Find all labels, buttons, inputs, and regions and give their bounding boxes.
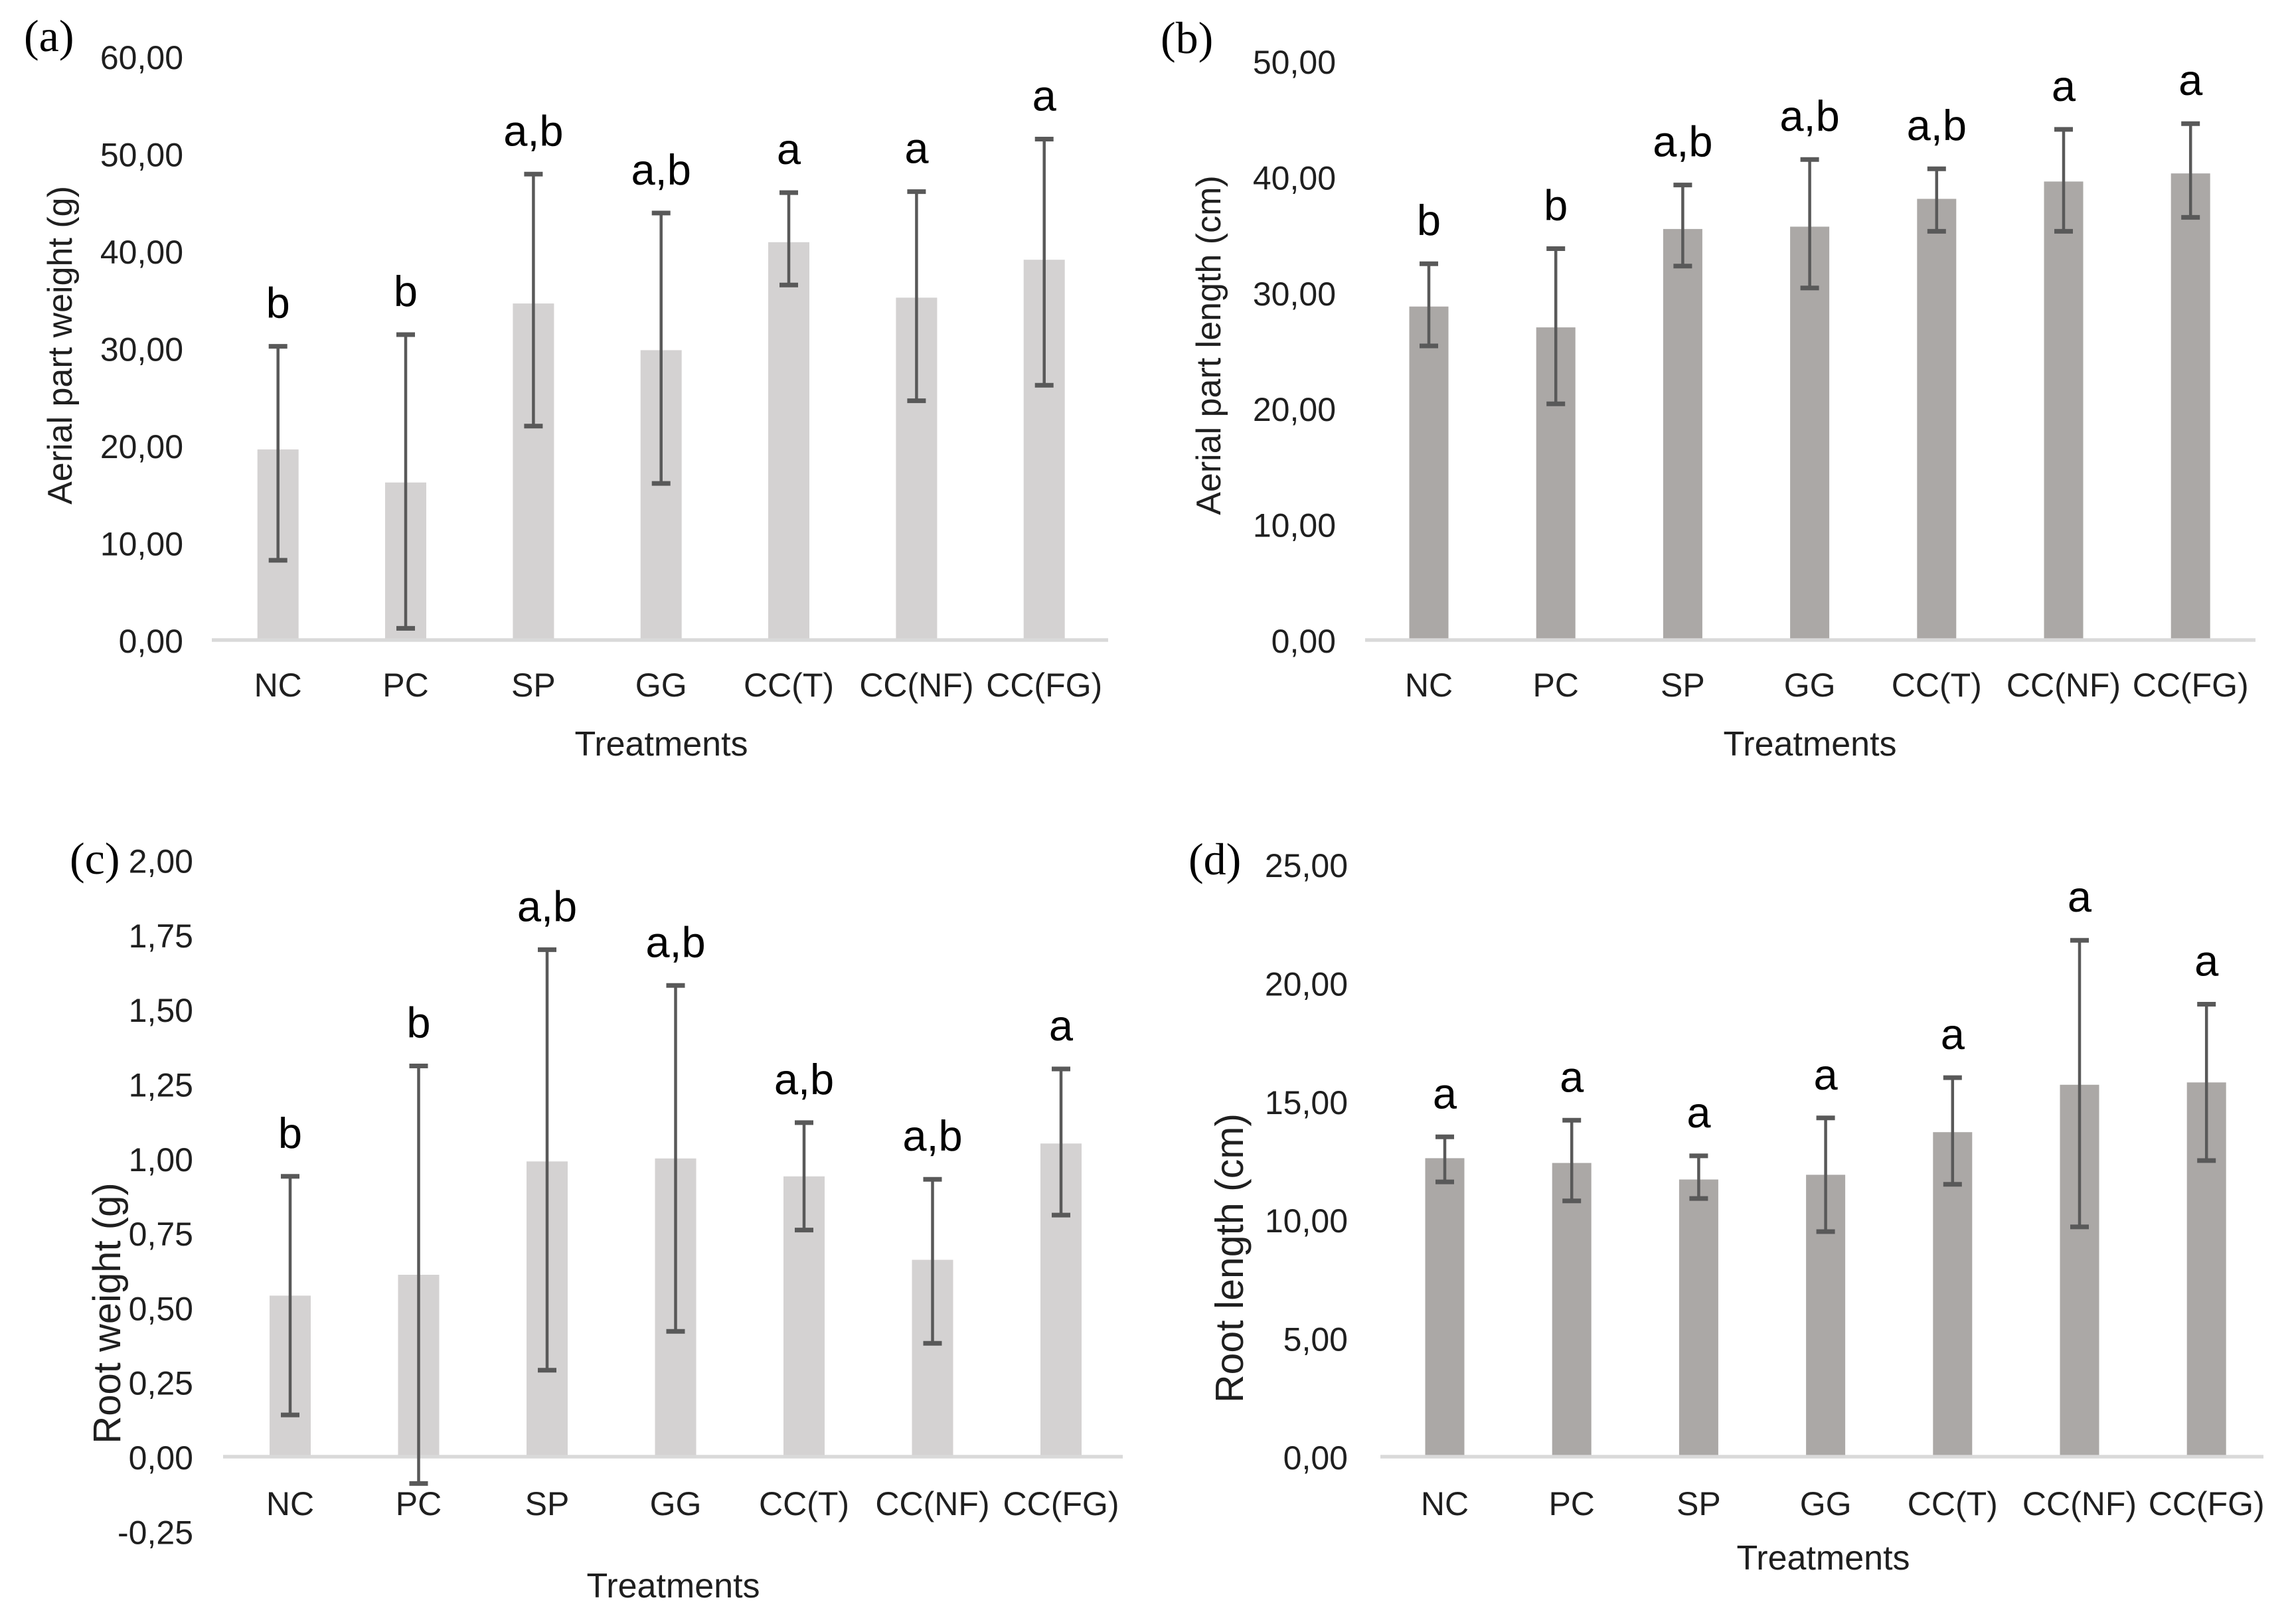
svg-text:CC(NF): CC(NF): [2022, 1485, 2137, 1522]
svg-text:b: b: [266, 279, 290, 327]
svg-text:b: b: [406, 999, 430, 1047]
svg-text:a: a: [2194, 937, 2219, 985]
svg-text:(c): (c): [70, 833, 120, 884]
svg-text:15,00: 15,00: [1265, 1084, 1348, 1121]
svg-text:PC: PC: [396, 1485, 442, 1522]
svg-text:CC(NF): CC(NF): [859, 667, 973, 704]
svg-text:20,00: 20,00: [100, 428, 183, 465]
svg-text:Aerial part weight (g): Aerial part weight (g): [41, 186, 80, 505]
svg-text:60,00: 60,00: [100, 39, 183, 76]
svg-text:a: a: [1814, 1050, 1839, 1099]
svg-text:a,b: a,b: [1779, 92, 1839, 140]
svg-text:a: a: [2052, 62, 2076, 110]
svg-text:a: a: [904, 124, 929, 173]
svg-text:a,b: a,b: [1907, 101, 1967, 149]
svg-text:25,00: 25,00: [1265, 847, 1348, 884]
svg-text:a,b: a,b: [774, 1055, 834, 1103]
svg-text:GG: GG: [635, 667, 687, 704]
svg-text:SP: SP: [1661, 667, 1705, 704]
svg-text:2,00: 2,00: [129, 843, 193, 880]
svg-text:10,00: 10,00: [100, 526, 183, 563]
svg-text:0,25: 0,25: [129, 1365, 193, 1402]
svg-text:Root length (cm): Root length (cm): [1208, 1113, 1252, 1403]
svg-text:CC(NF): CC(NF): [2007, 667, 2121, 704]
svg-text:PC: PC: [1548, 1485, 1594, 1522]
svg-text:0,00: 0,00: [129, 1439, 193, 1477]
svg-text:30,00: 30,00: [100, 331, 183, 368]
svg-text:1,25: 1,25: [129, 1067, 193, 1104]
svg-text:b: b: [1417, 196, 1441, 244]
svg-text:a,b: a,b: [902, 1111, 962, 1160]
svg-text:Treatments: Treatments: [1723, 725, 1896, 764]
svg-text:Treatments: Treatments: [586, 1567, 760, 1605]
svg-text:a: a: [1941, 1010, 1965, 1058]
svg-text:CC(T): CC(T): [1908, 1485, 1998, 1522]
svg-text:Treatments: Treatments: [1736, 1539, 1910, 1578]
svg-text:PC: PC: [382, 667, 428, 704]
svg-text:GG: GG: [1800, 1485, 1852, 1522]
svg-text:(a): (a): [24, 11, 74, 61]
svg-text:0,00: 0,00: [119, 623, 183, 660]
svg-text:CC(FG): CC(FG): [986, 667, 1102, 704]
svg-text:(d): (d): [1188, 834, 1241, 884]
svg-text:50,00: 50,00: [1253, 44, 1336, 81]
svg-text:Aerial part length (cm): Aerial part length (cm): [1190, 175, 1228, 515]
svg-text:CC(FG): CC(FG): [2149, 1485, 2265, 1522]
svg-text:CC(T): CC(T): [759, 1485, 849, 1522]
svg-text:CC(NF): CC(NF): [875, 1485, 989, 1522]
svg-text:NC: NC: [254, 667, 302, 704]
svg-text:10,00: 10,00: [1253, 507, 1336, 544]
svg-text:a: a: [1032, 72, 1057, 120]
svg-text:a: a: [1560, 1052, 1584, 1101]
svg-text:b: b: [1544, 181, 1568, 230]
svg-text:GG: GG: [1784, 667, 1836, 704]
svg-text:a,b: a,b: [645, 918, 705, 966]
svg-text:a: a: [777, 125, 801, 173]
svg-text:20,00: 20,00: [1253, 391, 1336, 428]
svg-text:CC(FG): CC(FG): [1003, 1485, 1119, 1522]
svg-text:a: a: [1686, 1088, 1711, 1137]
svg-text:NC: NC: [1421, 1485, 1469, 1522]
svg-text:5,00: 5,00: [1283, 1321, 1348, 1358]
svg-text:b: b: [394, 267, 418, 315]
svg-text:NC: NC: [266, 1485, 314, 1522]
svg-text:0,00: 0,00: [1283, 1439, 1348, 1477]
svg-text:a: a: [2178, 56, 2203, 104]
svg-text:Treatments: Treatments: [574, 725, 748, 764]
svg-text:20,00: 20,00: [1265, 965, 1348, 1003]
svg-text:CC(FG): CC(FG): [2133, 667, 2249, 704]
svg-text:a: a: [1049, 1001, 1074, 1050]
svg-text:NC: NC: [1405, 667, 1453, 704]
svg-text:a: a: [1433, 1069, 1457, 1117]
svg-text:1,50: 1,50: [129, 992, 193, 1029]
svg-text:1,75: 1,75: [129, 918, 193, 955]
svg-text:a,b: a,b: [517, 882, 577, 930]
svg-text:GG: GG: [650, 1485, 702, 1522]
svg-text:1,00: 1,00: [129, 1141, 193, 1178]
svg-text:10,00: 10,00: [1265, 1202, 1348, 1240]
svg-text:0,50: 0,50: [129, 1290, 193, 1327]
svg-text:SP: SP: [1677, 1485, 1721, 1522]
svg-text:(b): (b): [1161, 13, 1213, 63]
svg-text:a,b: a,b: [503, 106, 563, 155]
svg-text:CC(T): CC(T): [1892, 667, 1982, 704]
svg-text:SP: SP: [525, 1485, 570, 1522]
svg-text:30,00: 30,00: [1253, 276, 1336, 313]
svg-text:0,75: 0,75: [129, 1216, 193, 1253]
svg-text:-0,25: -0,25: [118, 1514, 193, 1551]
svg-text:50,00: 50,00: [100, 137, 183, 174]
svg-text:40,00: 40,00: [1253, 159, 1336, 197]
svg-text:a: a: [2068, 872, 2092, 921]
svg-text:Root weight (g): Root weight (g): [86, 1182, 129, 1443]
svg-text:a,b: a,b: [631, 145, 691, 194]
svg-text:PC: PC: [1532, 667, 1578, 704]
svg-text:SP: SP: [511, 667, 556, 704]
svg-text:0,00: 0,00: [1271, 623, 1336, 660]
svg-text:a,b: a,b: [1653, 118, 1712, 166]
svg-text:CC(T): CC(T): [744, 667, 834, 704]
svg-text:b: b: [278, 1109, 302, 1157]
svg-text:40,00: 40,00: [100, 234, 183, 271]
